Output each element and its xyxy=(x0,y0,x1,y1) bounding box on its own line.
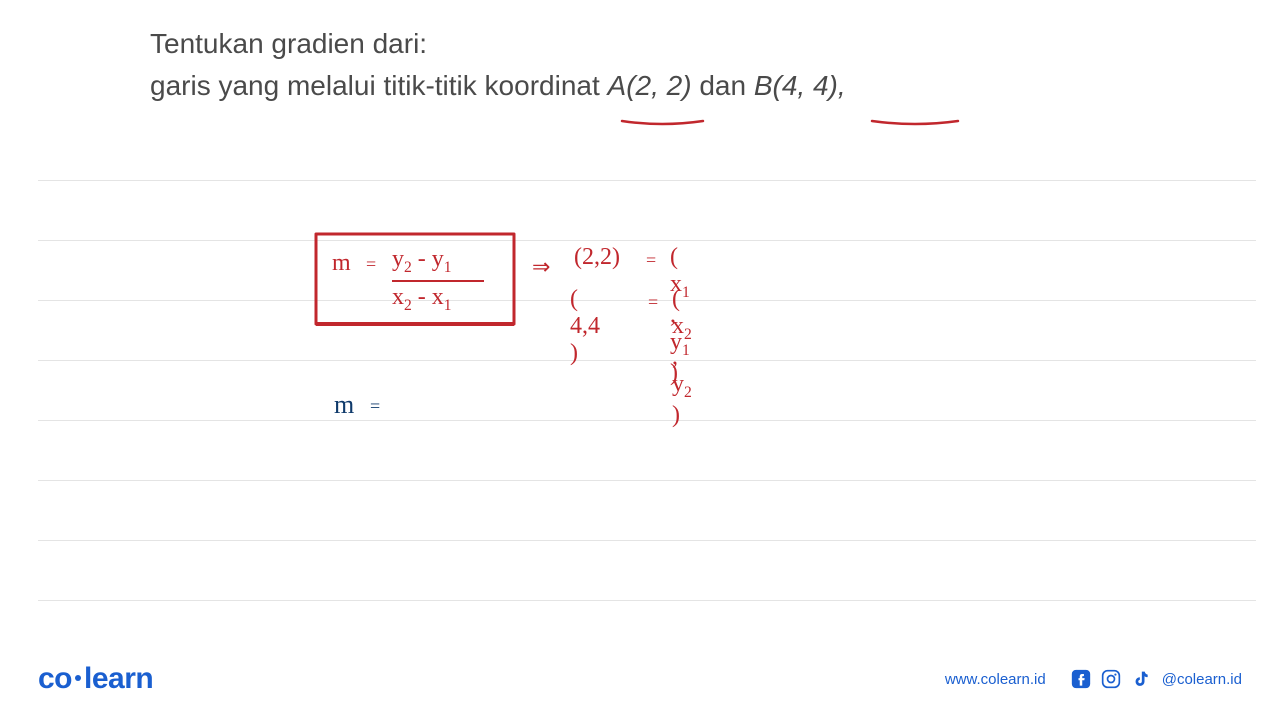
ruled-line xyxy=(38,600,1256,601)
underline-b-icon xyxy=(870,118,960,128)
brand-logo: colearn xyxy=(38,662,153,696)
footer-right: www.colearn.id @colearn.id xyxy=(945,668,1242,690)
ruled-line xyxy=(38,540,1256,541)
ruled-line xyxy=(38,240,1256,241)
ruled-line xyxy=(38,480,1256,481)
formula-denominator: x2 - x1 xyxy=(392,284,452,315)
point2-vars: ( x2 , y2 ) xyxy=(672,286,692,429)
logo-right: learn xyxy=(84,662,153,695)
implies-arrow-icon: ⇒ xyxy=(532,254,550,280)
point2-equals: = xyxy=(648,292,658,313)
formula-m: m xyxy=(332,250,351,277)
footer: colearn www.colearn.id @colearn.id xyxy=(38,662,1242,696)
formula-numerator: y2 - y1 xyxy=(392,246,452,277)
question-prefix: garis yang melalui titik-titik koordinat xyxy=(150,70,608,101)
facebook-icon xyxy=(1070,668,1092,690)
logo-left: co xyxy=(38,662,72,695)
question-middle: dan xyxy=(692,70,754,101)
point1-equals: = xyxy=(646,250,656,271)
formula-box: m = y2 - y1 x2 - x1 xyxy=(310,230,520,330)
formula-equals: = xyxy=(366,254,376,275)
question-line2: garis yang melalui titik-titik koordinat… xyxy=(150,70,1240,102)
point2-coords: ( 4,4 ) xyxy=(570,286,600,367)
ruled-line xyxy=(38,360,1256,361)
ruled-line xyxy=(38,420,1256,421)
point-b-text: B(4, 4), xyxy=(754,70,846,101)
result-m: m xyxy=(334,390,354,420)
ruled-line xyxy=(38,180,1256,181)
ruled-line xyxy=(38,300,1256,301)
logo-dot-icon xyxy=(75,675,81,681)
website-url: www.colearn.id xyxy=(945,671,1046,688)
underline-a-icon xyxy=(620,118,705,128)
point-a-text: A(2, 2) xyxy=(608,70,692,101)
question-block: Tentukan gradien dari: garis yang melalu… xyxy=(150,28,1240,102)
social-handle: @colearn.id xyxy=(1162,671,1242,688)
instagram-icon xyxy=(1100,668,1122,690)
tiktok-icon xyxy=(1130,668,1152,690)
result-equals: = xyxy=(370,396,380,417)
social-links: @colearn.id xyxy=(1070,668,1242,690)
fraction-bar-icon xyxy=(392,280,484,282)
question-line1: Tentukan gradien dari: xyxy=(150,28,1240,60)
point1-coords: (2,2) xyxy=(574,244,620,271)
